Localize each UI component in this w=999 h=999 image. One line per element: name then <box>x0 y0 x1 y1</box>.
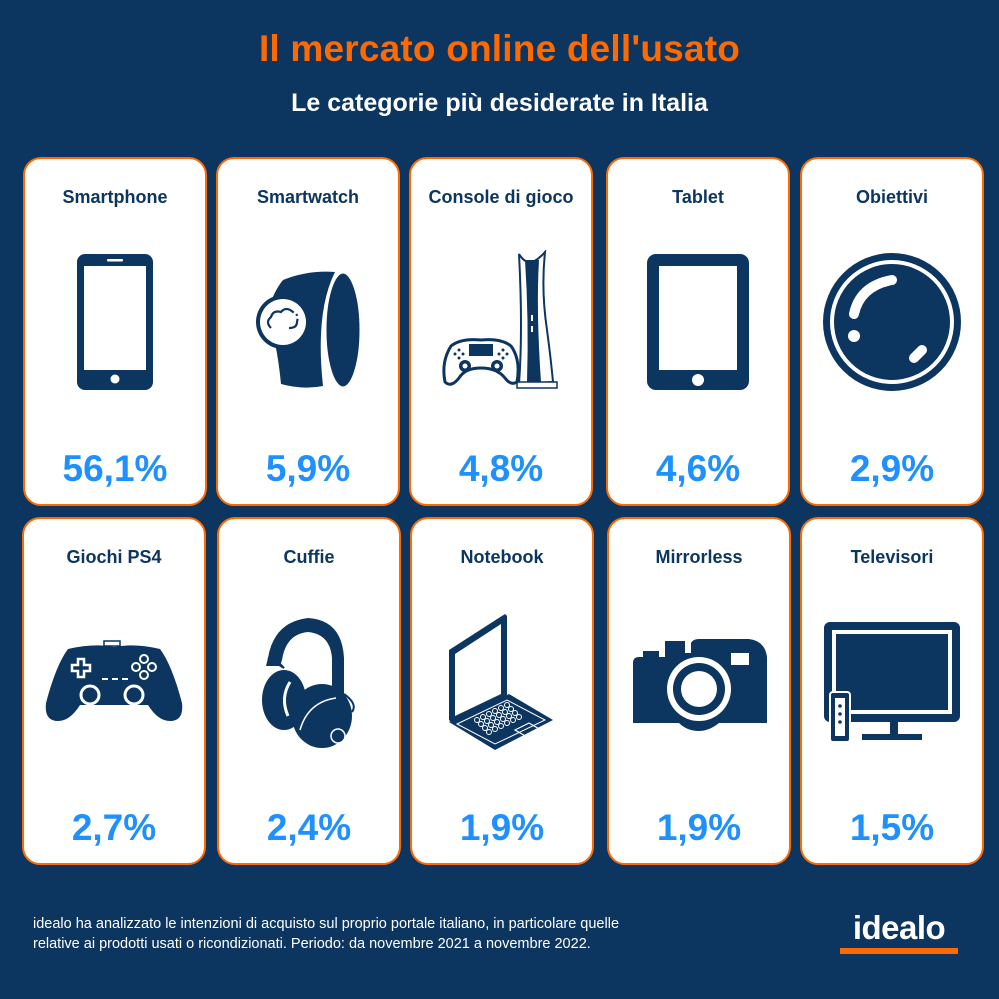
tablet-icon <box>623 247 773 397</box>
card-tv: Televisori 1,5% <box>800 517 984 865</box>
card-label: Console di gioco <box>428 187 574 207</box>
card-value: 1,9% <box>459 807 545 848</box>
card-label: Obiettivi <box>855 187 928 207</box>
card-value: 5,9% <box>265 448 351 489</box>
game-console-icon <box>426 247 576 397</box>
smartphone-icon <box>40 247 190 397</box>
card-label: Mirrorless <box>655 547 743 567</box>
laptop-icon <box>427 607 577 757</box>
page-subtitle: Le categorie più desiderate in Italia <box>291 89 708 117</box>
headphones-icon <box>234 607 384 757</box>
footnote: idealo ha analizzato le intenzioni di ac… <box>33 914 753 954</box>
camera-lens-icon <box>817 247 967 397</box>
card-mirrorless: Mirrorless 1,9% <box>607 517 791 865</box>
card-label: Giochi PS4 <box>66 547 162 567</box>
card-headphones: Cuffie 2,4% <box>217 517 401 865</box>
card-tablet: Tablet 4,6% <box>606 157 790 506</box>
card-value: 2,9% <box>849 448 935 489</box>
card-ps4-games: Giochi PS4 2,7% <box>22 517 206 865</box>
logo-text: idealo <box>852 909 946 946</box>
idealo-logo: idealo <box>840 911 958 954</box>
card-notebook: Notebook 1,9% <box>410 517 594 865</box>
smartwatch-icon <box>233 247 383 397</box>
card-label: Smartwatch <box>256 187 360 207</box>
card-label: Televisori <box>850 547 934 567</box>
card-value: 1,9% <box>656 807 742 848</box>
logo-underline <box>840 948 958 954</box>
footnote-line-2: relative ai prodotti usati o ricondizion… <box>33 936 591 952</box>
television-icon <box>817 607 967 757</box>
page-title: Il mercato online dell'usato <box>258 28 741 69</box>
card-value: 2,4% <box>266 807 352 848</box>
card-value: 4,6% <box>655 448 741 489</box>
gamepad-icon <box>39 607 189 757</box>
card-label: Tablet <box>672 187 724 207</box>
card-label: Notebook <box>460 547 544 567</box>
card-label: Cuffie <box>283 547 335 567</box>
card-label: Smartphone <box>62 187 168 207</box>
card-smartwatch: Smartwatch 5,9% <box>216 157 400 506</box>
card-console: Console di gioco 4,8% <box>409 157 593 506</box>
camera-icon <box>624 607 774 757</box>
card-value: 2,7% <box>71 807 157 848</box>
card-value: 56,1% <box>62 448 168 489</box>
card-value: 4,8% <box>458 448 544 489</box>
card-smartphone: Smartphone 56,1% <box>23 157 207 506</box>
card-lens: Obiettivi 2,9% <box>800 157 984 506</box>
card-value: 1,5% <box>849 807 935 848</box>
footnote-line-1: idealo ha analizzato le intenzioni di ac… <box>33 916 620 932</box>
